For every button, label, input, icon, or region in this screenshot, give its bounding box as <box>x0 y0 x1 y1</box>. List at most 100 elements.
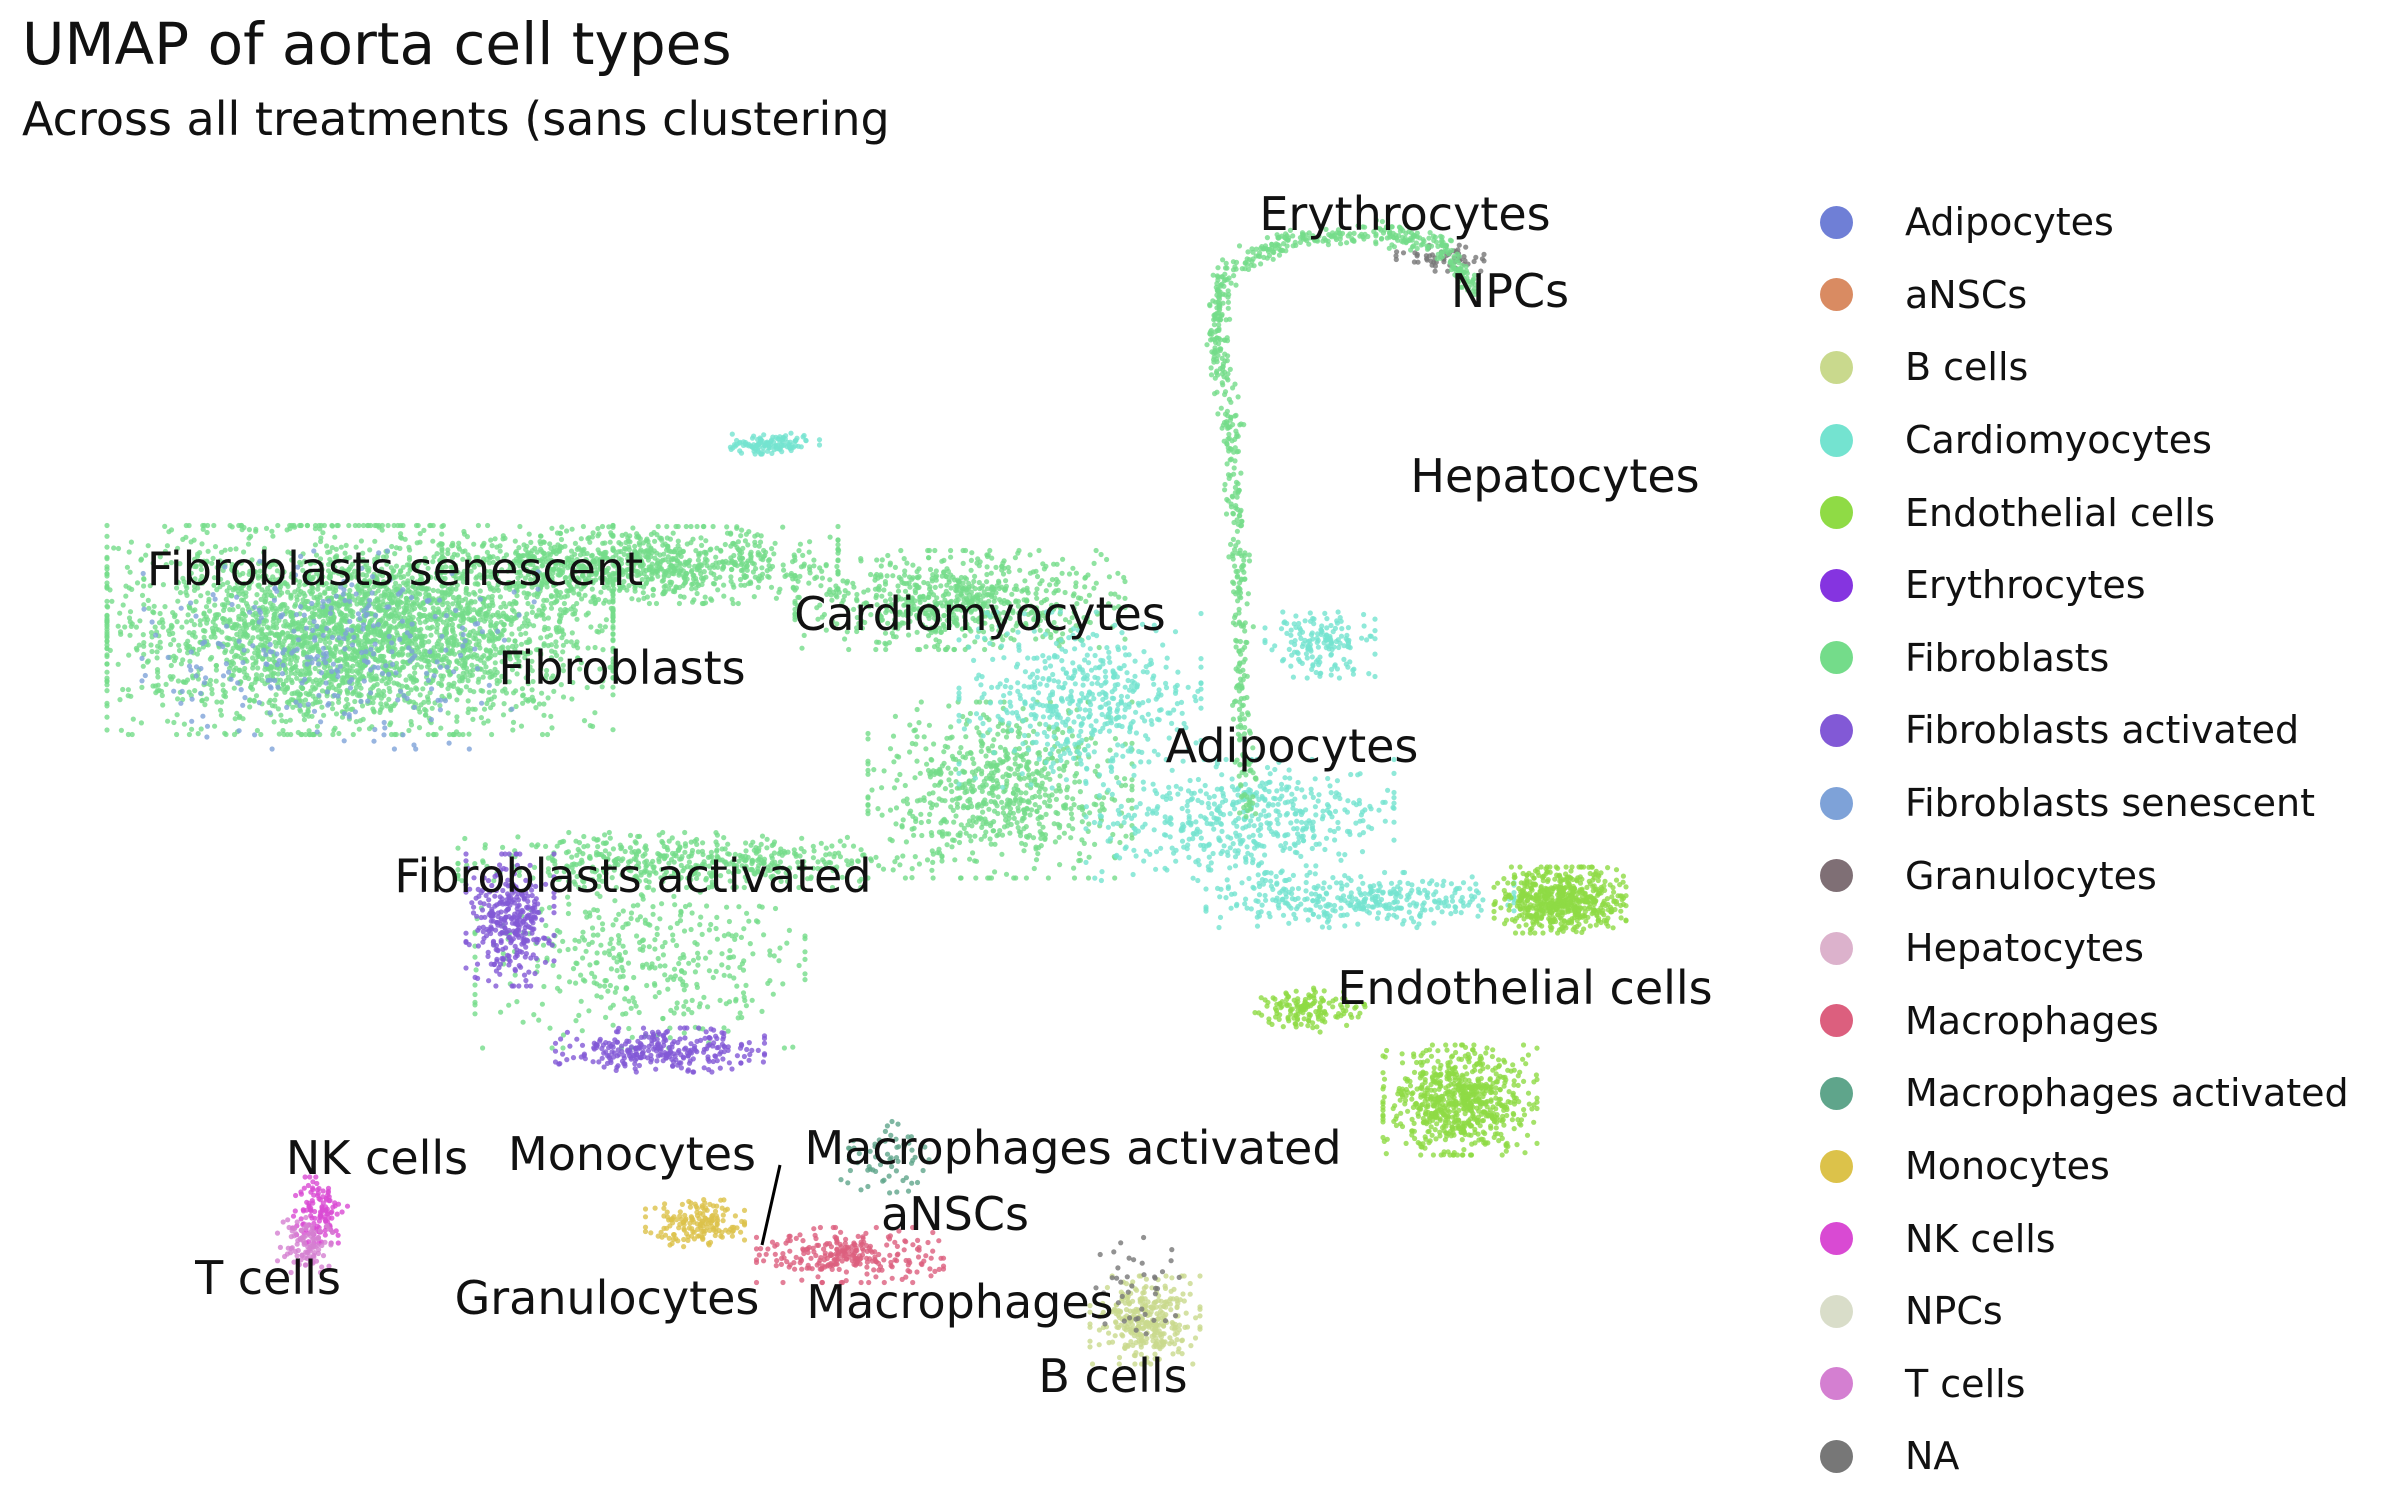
umap-point <box>412 670 418 676</box>
umap-point <box>416 616 422 622</box>
umap-point <box>508 614 515 621</box>
umap-point <box>377 657 383 663</box>
umap-point <box>408 676 414 682</box>
umap-point <box>492 660 498 666</box>
umap-point <box>345 701 351 708</box>
umap-point <box>281 638 287 644</box>
umap-point <box>350 655 356 661</box>
umap-point <box>236 522 242 529</box>
umap-point <box>526 531 532 537</box>
umap-point <box>743 531 750 537</box>
umap-point <box>403 677 409 683</box>
umap-point <box>721 593 727 599</box>
umap-point <box>126 549 132 555</box>
umap-point <box>385 522 391 529</box>
umap-point <box>541 605 547 611</box>
umap-point <box>645 538 651 545</box>
umap-point <box>248 682 255 688</box>
umap-point <box>562 609 568 616</box>
umap-point <box>309 713 315 719</box>
umap-point <box>163 681 169 688</box>
umap-point <box>489 631 496 638</box>
umap-point <box>175 598 181 604</box>
umap-point <box>472 706 478 712</box>
umap-point <box>971 578 977 585</box>
umap-point <box>104 642 110 648</box>
umap-point <box>127 569 133 575</box>
umap-point <box>520 700 526 706</box>
umap-point <box>425 731 431 738</box>
umap-point <box>177 561 183 567</box>
umap-point <box>394 630 400 636</box>
umap-point <box>597 623 603 629</box>
umap-point <box>214 699 220 705</box>
umap-point <box>602 832 608 838</box>
umap-point <box>401 610 407 616</box>
umap-point <box>581 718 588 724</box>
umap-point <box>309 614 315 620</box>
umap-point <box>127 632 133 638</box>
umap-point <box>835 523 841 530</box>
umap-point <box>198 726 204 732</box>
umap-point <box>104 626 110 632</box>
umap-point <box>227 607 233 613</box>
umap-point <box>748 580 754 586</box>
umap-point <box>475 522 481 529</box>
umap-point <box>406 727 412 734</box>
umap-point <box>240 716 246 722</box>
umap-point <box>391 680 397 686</box>
umap-point <box>427 612 433 618</box>
umap-point <box>549 725 555 731</box>
umap-point <box>470 716 476 723</box>
umap-point <box>596 531 602 537</box>
umap-point <box>162 523 168 530</box>
umap-point <box>414 662 420 668</box>
umap-point <box>454 697 460 703</box>
umap-point <box>104 669 110 675</box>
umap-point <box>608 530 614 536</box>
umap-point <box>954 577 961 583</box>
umap-point <box>976 563 982 569</box>
umap-point <box>748 549 754 555</box>
umap-point <box>288 731 294 738</box>
umap-point <box>255 665 261 671</box>
umap-point <box>294 655 300 661</box>
umap-point <box>878 563 884 569</box>
umap-point <box>701 523 707 530</box>
umap-point <box>1091 560 1097 567</box>
umap-point <box>105 604 111 610</box>
umap-point <box>432 667 438 673</box>
umap-point <box>529 604 535 610</box>
umap-point <box>241 524 247 531</box>
umap-point <box>273 643 279 649</box>
umap-point <box>909 875 915 881</box>
umap-point <box>481 720 487 726</box>
umap-point <box>139 684 145 691</box>
umap-point <box>1122 578 1128 585</box>
umap-point <box>334 622 340 628</box>
umap-point <box>948 547 954 554</box>
umap-point <box>960 580 966 586</box>
umap-point <box>558 613 564 619</box>
umap-point <box>999 564 1005 570</box>
umap-point <box>275 706 281 712</box>
umap-point <box>695 557 702 563</box>
umap-point <box>887 562 893 568</box>
umap-point <box>933 573 940 579</box>
umap-point <box>443 626 449 632</box>
umap-point <box>282 689 288 695</box>
umap-point <box>212 623 218 629</box>
umap-point <box>602 624 609 630</box>
umap-point <box>356 682 362 688</box>
umap-point <box>636 597 642 603</box>
umap-point <box>294 691 301 697</box>
umap-point <box>702 594 708 600</box>
umap-point <box>263 612 269 618</box>
umap-point <box>560 694 567 700</box>
umap-point <box>419 633 425 640</box>
umap-point <box>153 690 159 696</box>
umap-point <box>400 659 406 665</box>
umap-point <box>199 541 205 547</box>
umap-point <box>674 558 681 564</box>
umap-point <box>126 615 133 621</box>
